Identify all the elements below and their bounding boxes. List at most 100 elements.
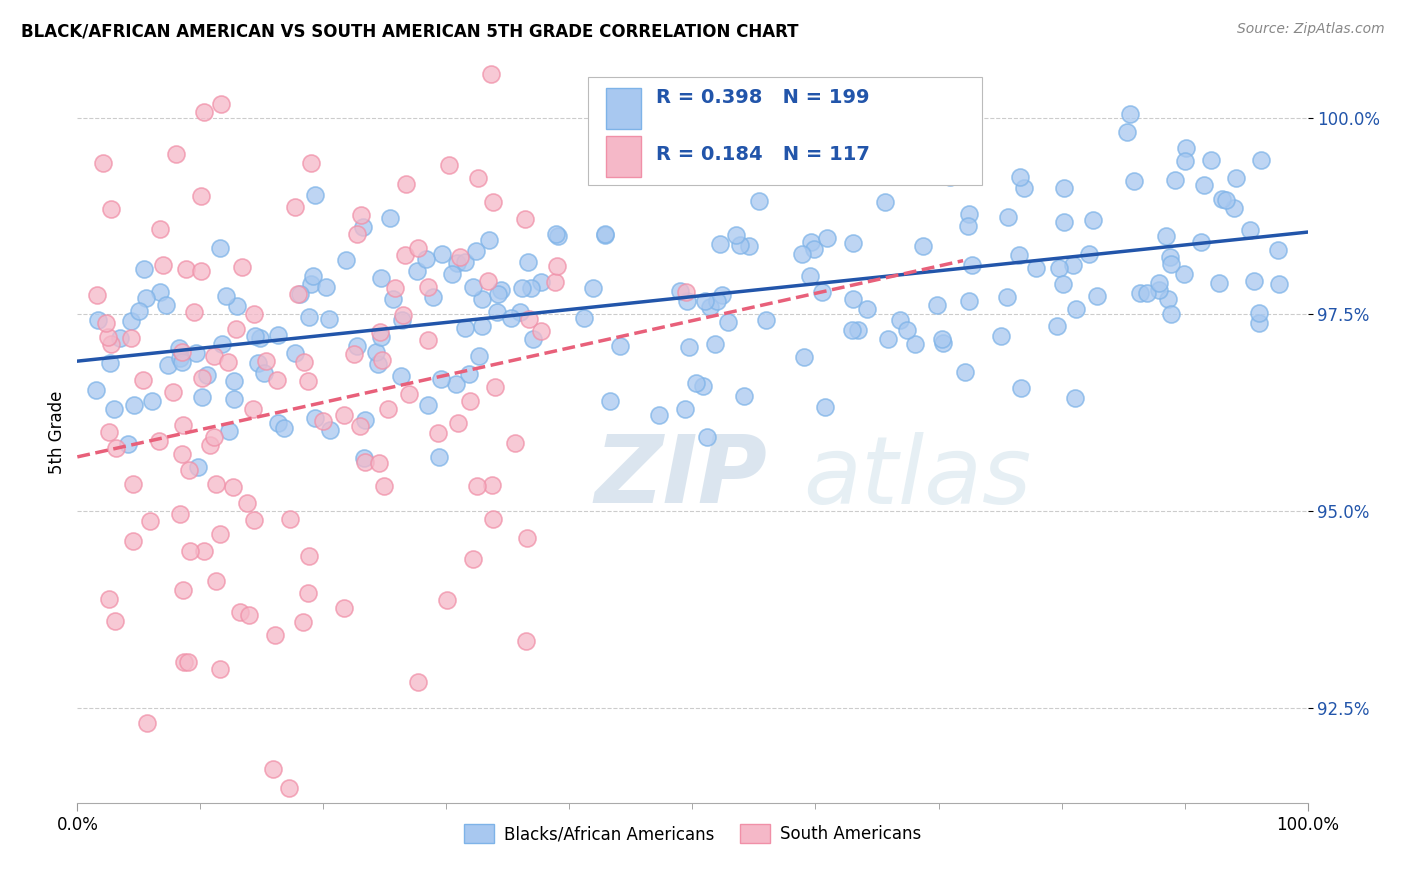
Point xyxy=(450,250,472,264)
Point xyxy=(678,340,700,354)
Point xyxy=(352,219,374,234)
Point xyxy=(1136,285,1159,300)
Point xyxy=(273,421,295,435)
Point xyxy=(453,320,475,334)
Point xyxy=(509,305,531,319)
Point xyxy=(889,312,911,326)
Point xyxy=(91,155,114,169)
Point xyxy=(932,335,955,350)
Point xyxy=(224,374,246,388)
Point xyxy=(738,239,761,253)
Point xyxy=(748,194,770,209)
Point xyxy=(1239,223,1261,237)
Point xyxy=(957,294,980,309)
Point xyxy=(446,256,468,270)
Point xyxy=(191,390,214,404)
Point xyxy=(174,261,197,276)
Point xyxy=(530,275,553,289)
Point xyxy=(1154,228,1177,243)
Point xyxy=(815,231,838,245)
Point xyxy=(318,312,340,326)
Point xyxy=(1064,301,1087,316)
Point xyxy=(333,600,356,615)
Point xyxy=(1174,141,1197,155)
Point xyxy=(811,285,834,299)
Point xyxy=(136,715,159,730)
Point xyxy=(1064,391,1087,405)
Point xyxy=(392,308,415,322)
Point xyxy=(395,177,418,191)
Point xyxy=(530,324,553,338)
Point xyxy=(149,285,172,299)
Point xyxy=(856,302,879,317)
Point xyxy=(1008,169,1031,184)
Point xyxy=(696,430,718,444)
Point xyxy=(733,389,755,403)
Point xyxy=(1083,212,1105,227)
Text: atlas: atlas xyxy=(803,432,1032,523)
Point xyxy=(267,416,290,430)
Point xyxy=(927,298,949,312)
Point xyxy=(709,237,731,252)
Point xyxy=(699,300,721,314)
Point xyxy=(121,476,143,491)
Point xyxy=(1157,292,1180,306)
Point xyxy=(183,305,205,319)
Point xyxy=(104,614,127,628)
Point xyxy=(172,583,194,598)
Point xyxy=(187,459,209,474)
Point xyxy=(520,281,543,295)
Point xyxy=(877,332,900,346)
Point xyxy=(481,478,503,492)
Point xyxy=(427,425,450,440)
Point xyxy=(1243,274,1265,288)
Point xyxy=(162,384,184,399)
Point xyxy=(209,527,232,541)
Point xyxy=(120,314,142,328)
Point xyxy=(209,96,232,111)
Point xyxy=(463,551,485,566)
Point xyxy=(1222,201,1244,215)
Point xyxy=(173,655,195,669)
Point xyxy=(1052,277,1074,291)
Point xyxy=(332,408,354,422)
Point xyxy=(845,168,868,182)
Point xyxy=(245,328,267,343)
Point xyxy=(292,355,315,369)
Point xyxy=(170,447,193,461)
Point xyxy=(218,424,240,438)
Point xyxy=(98,425,121,440)
Point xyxy=(193,104,215,119)
Point xyxy=(229,606,252,620)
Point xyxy=(165,147,187,161)
Point xyxy=(517,255,540,269)
Point xyxy=(1008,248,1031,262)
Point xyxy=(1025,260,1047,275)
Point xyxy=(246,356,269,370)
Point xyxy=(405,264,427,278)
Point xyxy=(1173,268,1195,282)
Point xyxy=(599,393,621,408)
Point xyxy=(846,323,869,337)
Point xyxy=(738,81,761,95)
Point xyxy=(685,376,707,391)
Point xyxy=(461,280,484,294)
Point xyxy=(522,332,544,346)
Point xyxy=(609,339,631,353)
Point xyxy=(1250,153,1272,168)
Point xyxy=(368,456,391,470)
Point xyxy=(841,323,863,337)
Point xyxy=(243,513,266,527)
Point xyxy=(960,259,983,273)
Point xyxy=(128,304,150,318)
Point xyxy=(875,195,897,210)
Point xyxy=(547,228,569,243)
Point xyxy=(938,170,960,185)
Point xyxy=(242,308,264,322)
Point xyxy=(96,317,118,331)
Point xyxy=(269,855,291,869)
Point xyxy=(471,319,494,334)
Point xyxy=(335,252,357,267)
Point xyxy=(793,350,815,364)
Point xyxy=(485,305,508,319)
